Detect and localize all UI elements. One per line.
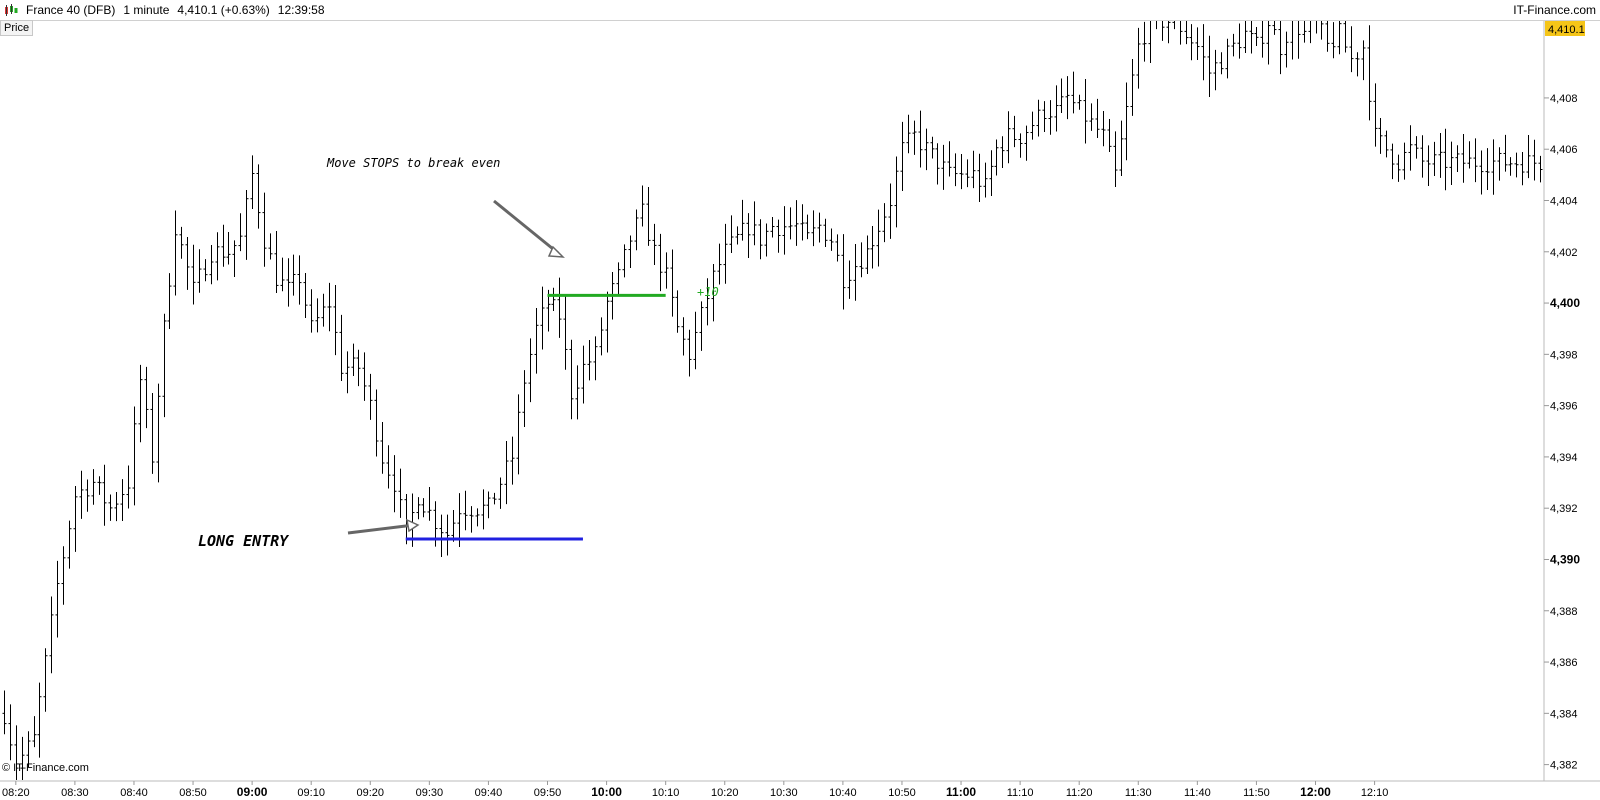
time-tick-label: 12:10 bbox=[1361, 787, 1389, 799]
time-tick-label: 08:20 bbox=[2, 787, 30, 799]
time-tick-label: 09:30 bbox=[416, 787, 444, 799]
long-entry-text: LONG ENTRY bbox=[198, 532, 289, 550]
time-tick-label: 09:40 bbox=[475, 787, 503, 799]
entry-arrow bbox=[347, 523, 415, 535]
ohlc-bars bbox=[2, 21, 1543, 780]
price-tick-label: 4,404 bbox=[1550, 195, 1578, 207]
time-tick-label: 09:50 bbox=[534, 787, 562, 799]
candlestick-chart-icon bbox=[5, 4, 18, 16]
price-tick-label: 4,386 bbox=[1550, 657, 1578, 669]
time-tick-label: 12:00 bbox=[1300, 785, 1331, 799]
time-tick-label: 11:10 bbox=[1007, 787, 1034, 799]
price-tick-label: 4,396 bbox=[1550, 401, 1578, 413]
time-axis: 08:20 08:30 08:40 08:50 09:00 09:10 09:20 09:30… bbox=[2, 781, 1388, 799]
time-tick-label: 10:20 bbox=[711, 787, 739, 799]
price-tick-label: 4,402 bbox=[1550, 247, 1578, 259]
price-tick-label: 4,408 bbox=[1550, 93, 1578, 105]
price-tick-label: 4,400 bbox=[1550, 296, 1580, 310]
time-tick-label: 09:10 bbox=[297, 787, 325, 799]
clock-time: 12:39:58 bbox=[277, 3, 325, 17]
time-tick-label: 11:20 bbox=[1066, 787, 1093, 799]
price-tick-label: 4,390 bbox=[1550, 552, 1580, 566]
current-price-badge bbox=[1545, 21, 1585, 36]
entry-arrowhead bbox=[406, 518, 420, 533]
time-tick-label: 10:50 bbox=[888, 787, 916, 799]
gain-label: +10 bbox=[697, 285, 719, 299]
price-tick-label: 4,406 bbox=[1550, 144, 1578, 156]
trade-annotations: LONG ENTRY Move STOPS to break even +10 bbox=[198, 156, 719, 550]
price-chart: 4,382 4,384 4,386 4,388 4,390 4,392 4,394 4,396… bbox=[0, 21, 1600, 799]
timeframe-label: 1 minute bbox=[123, 3, 170, 17]
move-stops-text: Move STOPS to break even bbox=[326, 156, 500, 170]
time-tick-label: 11:30 bbox=[1125, 787, 1152, 799]
price-tick-label: 4,394 bbox=[1550, 452, 1578, 464]
time-tick-label: 10:30 bbox=[770, 787, 798, 799]
current-price-marker: 4,410.1 bbox=[1545, 21, 1585, 36]
chart-header: France 40 (DFB) 1 minute 4,410.1 (+0.63%… bbox=[0, 0, 1600, 21]
price-tick-label: 4,384 bbox=[1550, 708, 1578, 720]
time-tick-label: 09:20 bbox=[357, 787, 385, 799]
price-tick-label: 4,398 bbox=[1550, 349, 1578, 361]
time-tick-label: 11:00 bbox=[946, 785, 976, 799]
time-tick-label: 09:00 bbox=[237, 785, 268, 799]
time-tick-label: 08:50 bbox=[179, 787, 207, 799]
price-axis: 4,382 4,384 4,386 4,388 4,390 4,392 4,394 4,396… bbox=[1544, 93, 1580, 772]
time-tick-label: 11:50 bbox=[1243, 787, 1270, 799]
instrument-name: France 40 (DFB) bbox=[26, 3, 116, 17]
time-tick-label: 10:00 bbox=[591, 785, 622, 799]
time-tick-label: 10:10 bbox=[652, 787, 680, 799]
time-tick-label: 08:40 bbox=[120, 787, 148, 799]
current-price-label: 4,410.1 bbox=[1548, 24, 1585, 36]
price-tab[interactable]: Price bbox=[0, 20, 34, 36]
time-tick-label: 10:40 bbox=[829, 787, 857, 799]
price-tick-label: 4,382 bbox=[1550, 760, 1578, 772]
current-quote: 4,410.1 (+0.63%) bbox=[177, 3, 270, 17]
price-tick-label: 4,392 bbox=[1550, 503, 1578, 515]
price-tick-label: 4,388 bbox=[1550, 606, 1578, 618]
brand-name: IT-Finance.com bbox=[1513, 3, 1596, 17]
time-tick-label: 08:30 bbox=[61, 787, 89, 799]
stop-arrow bbox=[493, 199, 559, 255]
time-tick-label: 11:40 bbox=[1184, 787, 1211, 799]
copyright-notice: © IT-Finance.com bbox=[2, 762, 89, 774]
stop-arrowhead bbox=[547, 245, 565, 258]
